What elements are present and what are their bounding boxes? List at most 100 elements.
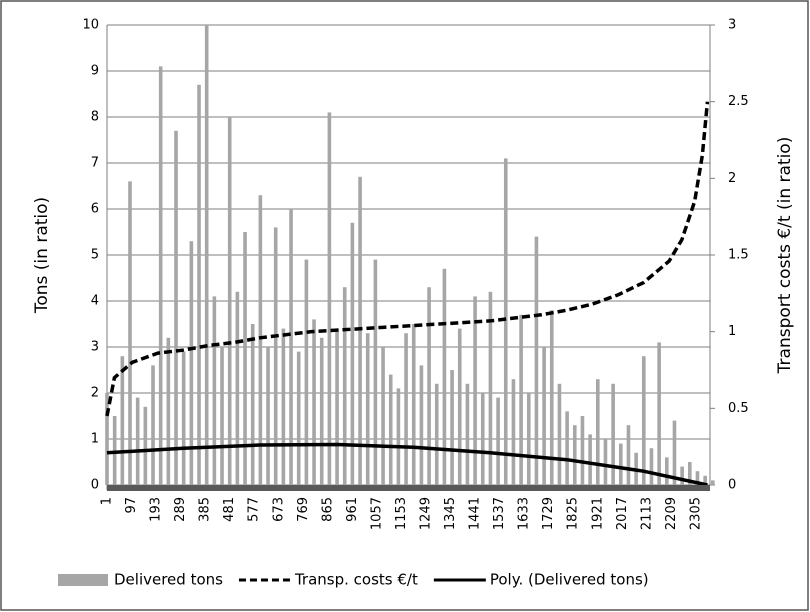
x-tick-label: 385	[198, 497, 213, 522]
bar	[703, 475, 707, 485]
bar	[411, 324, 416, 485]
bar	[641, 356, 646, 485]
bar	[618, 443, 623, 485]
y-tick-label: 7	[91, 156, 99, 171]
bar	[235, 291, 240, 485]
x-tick-label: 961	[345, 497, 360, 522]
bar	[450, 370, 454, 485]
bar	[434, 383, 439, 485]
bar	[335, 328, 339, 485]
y2-tick-label: 2	[728, 171, 736, 186]
x-tick-label: 481	[222, 497, 237, 522]
bar	[488, 291, 493, 485]
bar	[373, 259, 378, 485]
x-tick-label: 1921	[590, 497, 605, 530]
y2-tick-label: 1	[728, 324, 736, 339]
x-tick-label: 673	[271, 497, 286, 522]
bar	[611, 383, 615, 485]
bar	[480, 393, 485, 485]
y-tick-label: 8	[91, 110, 99, 125]
x-tick-label: 1249	[419, 497, 434, 530]
bar	[534, 236, 539, 485]
bar	[427, 287, 431, 485]
bar	[250, 324, 255, 485]
bar	[166, 337, 171, 485]
y-tick-label: 5	[91, 248, 99, 263]
legend-swatch	[58, 574, 108, 586]
y-tick-label: 3	[91, 340, 99, 355]
bar	[688, 462, 692, 485]
y-tick-label: 4	[91, 294, 99, 309]
bar	[105, 393, 109, 485]
bar	[212, 296, 217, 485]
bar	[258, 195, 263, 485]
x-tick-label: 193	[149, 497, 164, 522]
bar	[243, 232, 247, 485]
y-tick-label: 10	[82, 18, 99, 33]
bar	[465, 383, 470, 485]
bar	[580, 416, 585, 485]
y-tick-label: 1	[91, 432, 99, 447]
x-tick-label: 865	[320, 497, 335, 522]
bar	[151, 365, 155, 485]
bar	[595, 379, 600, 485]
bar	[342, 287, 347, 485]
bar	[473, 296, 477, 485]
bar	[220, 347, 224, 485]
bar	[588, 434, 592, 485]
line	[106, 442, 708, 487]
bar	[174, 130, 178, 486]
bar	[457, 328, 462, 485]
y-tick-label: 2	[91, 386, 99, 401]
bar	[549, 310, 554, 485]
bar	[419, 365, 424, 485]
y2-tick-label: 2.5	[728, 94, 749, 109]
bar	[496, 397, 500, 485]
bar	[327, 112, 332, 486]
bar	[388, 374, 393, 485]
bar	[350, 222, 355, 486]
x-tick-label: 769	[296, 497, 311, 522]
bar	[565, 411, 569, 485]
x-tick-label: 1	[100, 497, 115, 505]
bar	[381, 347, 385, 485]
bar	[312, 319, 316, 485]
bar	[197, 84, 201, 486]
bar	[266, 347, 270, 485]
legend-label: Poly. (Delivered tons)	[490, 571, 649, 589]
x-tick-label: 1345	[443, 497, 458, 530]
bar	[281, 328, 286, 485]
y-axis-label: Tons (in ratio)	[32, 197, 52, 314]
legend-label: Delivered tons	[114, 571, 223, 589]
x-tick-label: 2113	[639, 497, 654, 530]
bar	[396, 388, 401, 485]
bar	[503, 158, 508, 485]
x-tick-label: 577	[247, 497, 262, 522]
x-tick-label: 2209	[664, 497, 679, 530]
bar	[227, 117, 232, 485]
x-tick-label: 1153	[394, 497, 409, 530]
bar	[128, 181, 132, 485]
bar	[603, 439, 608, 485]
y-tick-label: 0	[91, 478, 99, 493]
bar	[289, 209, 293, 485]
bar	[158, 66, 163, 486]
bar	[120, 356, 125, 485]
y2-axis-label: Transport costs €/t (in ratio)	[775, 137, 795, 375]
bar	[572, 425, 577, 485]
y-tick-label: 6	[91, 202, 99, 217]
bar	[657, 342, 661, 485]
bar	[526, 393, 531, 485]
x-tick-label: 1441	[468, 497, 483, 530]
x-axis-band	[107, 485, 710, 491]
legend-label: Transp. costs €/t	[294, 571, 418, 589]
bar	[273, 227, 278, 485]
bar	[304, 259, 309, 485]
bar	[358, 176, 362, 486]
bar	[511, 379, 516, 485]
x-tick-label: 2305	[688, 497, 703, 530]
bar	[695, 471, 700, 485]
y2-tick-label: 0	[728, 478, 736, 493]
bar	[557, 383, 562, 485]
